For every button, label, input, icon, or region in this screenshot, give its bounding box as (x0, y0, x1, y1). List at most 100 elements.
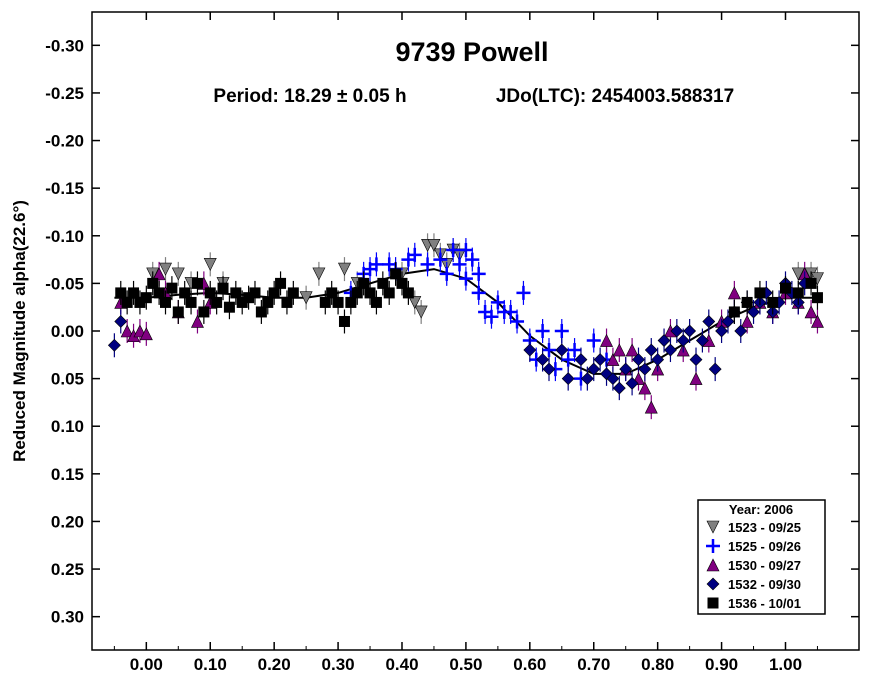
x-tick-label: 1.00 (769, 655, 802, 674)
data-point (638, 362, 652, 376)
data-point (121, 296, 133, 308)
data-point (351, 287, 363, 299)
y-tick-label: 0.15 (51, 465, 84, 484)
data-point (408, 296, 422, 310)
y-tick-label: -0.10 (45, 227, 84, 246)
data-point (811, 292, 823, 304)
x-tick-label: 0.10 (194, 655, 227, 674)
data-point (326, 287, 338, 299)
legend-title: Year: 2006 (729, 502, 793, 517)
legend-label: 1525 - 09/26 (728, 539, 801, 554)
data-point (734, 324, 748, 338)
data-point (638, 381, 652, 395)
data-point (364, 287, 376, 299)
y-axis: -0.30 -0.25 -0.20 -0.15 -0.10 -0.05 0.00 0.05 0.… (45, 36, 859, 627)
data-point (345, 296, 357, 308)
data-point (369, 257, 384, 272)
data-point (179, 287, 191, 299)
data-point (657, 334, 671, 347)
data-point (223, 301, 235, 313)
data-point (561, 372, 575, 386)
series-3 (107, 271, 812, 401)
data-point (383, 287, 395, 299)
data-point (810, 314, 824, 328)
data-point (708, 362, 722, 376)
y-tick-label: 0.30 (51, 608, 84, 627)
data-point (644, 400, 658, 414)
chart-title: 9739 Powell (395, 37, 548, 67)
data-point (676, 334, 690, 347)
x-tick-label: 0.80 (641, 655, 674, 674)
data-point (377, 277, 389, 289)
data-point (172, 306, 184, 318)
data-point (115, 287, 127, 299)
data-point (689, 371, 703, 385)
data-point (134, 296, 146, 308)
data-point (523, 343, 537, 357)
legend-marker (707, 597, 719, 609)
legend-label: 1523 - 09/25 (728, 520, 801, 535)
data-point (471, 285, 486, 300)
data-point (503, 304, 518, 319)
x-tick-label: 0.50 (449, 655, 482, 674)
y-tick-label: 0.20 (51, 512, 84, 531)
data-point (190, 314, 204, 328)
y-tick-label: -0.15 (45, 179, 84, 198)
data-point (370, 296, 382, 308)
data-points (107, 233, 824, 420)
data-point (767, 296, 779, 308)
data-point (171, 267, 185, 281)
data-point (586, 333, 601, 348)
legend-marker (706, 577, 720, 591)
data-point (619, 362, 633, 376)
data-point (721, 315, 735, 328)
data-point (159, 262, 172, 276)
data-point (670, 324, 684, 338)
data-point (664, 343, 677, 357)
data-point (535, 324, 550, 338)
data-point (185, 296, 197, 308)
data-point (606, 372, 620, 386)
data-point (510, 314, 525, 329)
data-point (555, 343, 569, 357)
data-point (396, 277, 408, 289)
data-point (542, 343, 557, 358)
data-point (402, 287, 414, 299)
data-point (107, 338, 121, 352)
data-point (249, 287, 261, 299)
data-point (312, 267, 326, 281)
x-tick-label: 0.90 (705, 655, 738, 674)
data-point (268, 287, 280, 299)
data-point (554, 324, 569, 338)
series-4 (115, 261, 823, 334)
data-point (536, 353, 550, 366)
x-tick-label: 0.00 (130, 655, 163, 674)
data-point (779, 282, 791, 294)
legend-marker (706, 539, 720, 553)
data-point (120, 324, 134, 338)
x-axis: 0.00 0.10 0.20 0.30 0.40 0.50 0.60 0.70 0.80 0.90… (113, 12, 818, 674)
y-tick-label: 0.05 (51, 370, 84, 389)
epoch-label: JDo(LTC): 2454003.588317 (496, 86, 734, 107)
y-tick-label: -0.30 (45, 36, 84, 55)
data-point (166, 282, 178, 294)
data-point (458, 243, 473, 258)
legend-label: 1532 - 09/30 (728, 577, 801, 592)
data-point (754, 287, 766, 299)
data-point (281, 296, 293, 308)
data-point (420, 257, 435, 272)
data-point (728, 306, 740, 318)
data-point (217, 282, 229, 294)
data-point (740, 314, 754, 328)
data-point (689, 353, 703, 366)
x-tick-label: 0.60 (513, 655, 546, 674)
data-point (458, 271, 473, 286)
data-point (490, 295, 505, 310)
data-point (715, 324, 729, 338)
data-point (683, 324, 697, 338)
data-point (727, 286, 741, 300)
data-point (153, 287, 165, 299)
data-point (390, 268, 402, 280)
data-point (805, 277, 817, 289)
